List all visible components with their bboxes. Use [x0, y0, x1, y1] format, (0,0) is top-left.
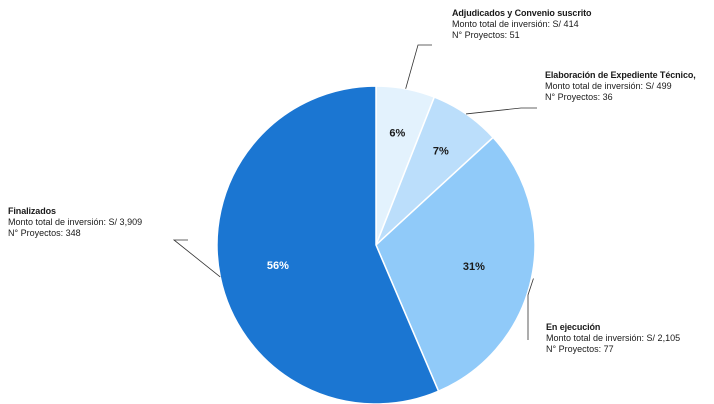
- label-adjudicados: Adjudicados y Convenio suscrito Monto to…: [452, 8, 592, 41]
- pie-slices: [216, 85, 536, 404]
- label-finalizados-proyectos: N° Proyectos: 348: [8, 228, 81, 238]
- leader-line-finalizados: [172, 239, 221, 278]
- percent-label-ejecucion: 31%: [463, 261, 485, 273]
- label-ejecucion: En ejecución Monto total de inversión: S…: [546, 322, 680, 355]
- label-finalizados-monto: Monto total de inversión: S/ 3,909: [8, 217, 143, 227]
- leader-line-expediente: [465, 107, 537, 115]
- label-expediente-monto: Monto total de inversión: S/ 499: [545, 81, 672, 91]
- label-finalizados-title: Finalizados: [8, 206, 56, 216]
- pie-slice-finalizados: [216, 85, 440, 404]
- leader-line-adjudicados: [405, 44, 432, 89]
- leader-line-ejecucion: [527, 278, 534, 340]
- pie-slice-ejecucion: [375, 136, 536, 393]
- label-adjudicados-title: Adjudicados y Convenio suscrito: [452, 8, 592, 18]
- percent-labels: 6% 7% 31% 56%: [267, 128, 485, 274]
- percent-label-finalizados: 56%: [267, 260, 289, 272]
- percent-label-expediente: 7%: [433, 146, 449, 158]
- label-ejecucion-proyectos: N° Proyectos: 77: [546, 344, 614, 354]
- label-expediente-proyectos: N° Proyectos: 36: [545, 92, 613, 102]
- label-ejecucion-title: En ejecución: [546, 322, 601, 332]
- label-adjudicados-monto: Monto total de inversión: S/ 414: [452, 19, 579, 29]
- leader-lines: [172, 44, 537, 340]
- label-expediente: Elaboración de Expediente Técnico, Monto…: [545, 70, 696, 103]
- label-adjudicados-proyectos: N° Proyectos: 51: [452, 30, 520, 40]
- percent-label-adjudicados: 6%: [389, 128, 405, 140]
- label-finalizados: Finalizados Monto total de inversión: S/…: [8, 206, 142, 239]
- label-ejecucion-monto: Monto total de inversión: S/ 2,105: [546, 333, 681, 343]
- label-expediente-title: Elaboración de Expediente Técnico,: [545, 70, 696, 80]
